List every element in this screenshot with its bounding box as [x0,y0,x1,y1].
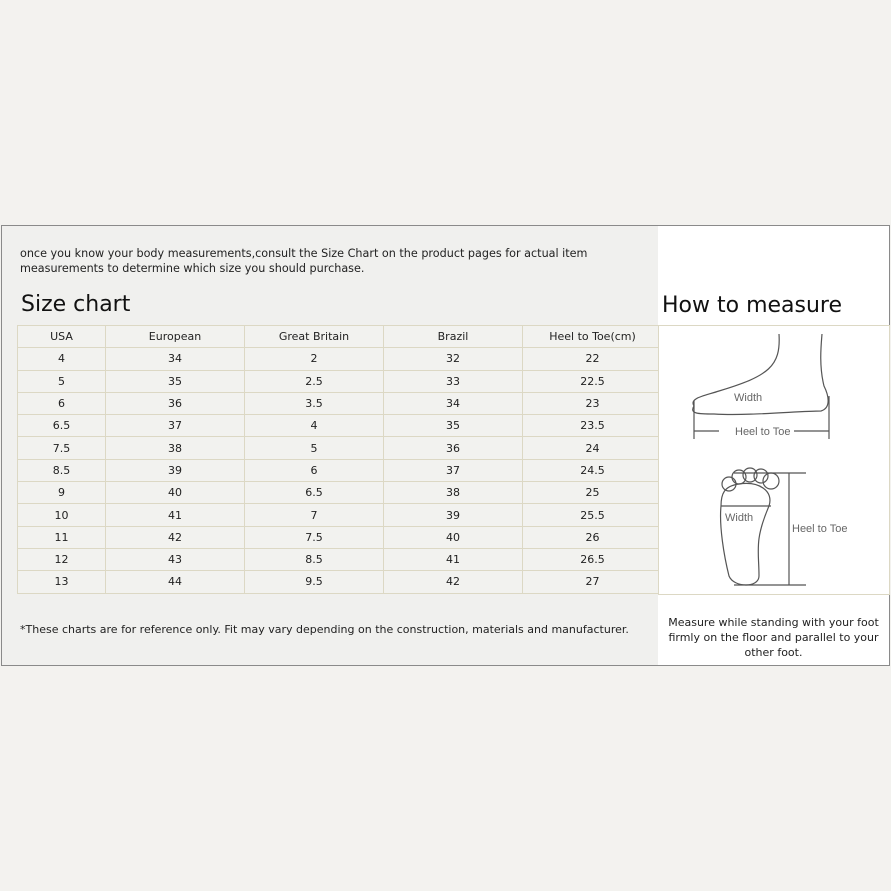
footnote: *These charts are for reference only. Fi… [20,623,629,636]
table-cell: 7.5 [244,525,384,549]
table-row: 4 34 2 32 22 [17,347,663,371]
table-cell: 23.5 [522,414,663,438]
table-row: 13 44 9.5 42 27 [17,570,663,594]
table-cell: 9 [17,481,106,505]
table-cell: 33 [383,369,523,393]
table-cell: 39 [383,503,523,527]
table-cell: 38 [383,481,523,505]
table-cell: 34 [105,347,245,371]
table-cell: 43 [105,547,245,572]
table-cell: 6 [17,391,106,416]
table-cell: 41 [105,503,245,527]
table-row: 6.5 37 4 35 23.5 [17,414,663,438]
table-cell: 42 [105,525,245,549]
table-cell: 3.5 [244,391,384,416]
table-cell: 10 [17,503,106,527]
table-row: 10 41 7 39 25.5 [17,503,663,527]
table-cell: 4 [17,347,106,371]
table-row: 6 36 3.5 34 23 [17,391,663,416]
size-chart-panel: once you know your body measurements,con… [1,225,890,666]
side-heel-to-toe-label: Heel to Toe [735,426,790,438]
column-header: European [105,324,245,349]
sole-width-label: Width [725,512,753,524]
table-cell: 2.5 [244,369,384,393]
side-width-label: Width [734,392,762,404]
column-header: Great Britain [244,324,384,349]
table-cell: 40 [383,525,523,549]
table-cell: 22 [522,347,663,371]
table-cell: 26.5 [522,547,663,572]
table-cell: 7 [244,503,384,527]
table-cell: 9.5 [244,570,384,594]
table-cell: 6.5 [17,414,106,438]
measure-title: How to measure [662,293,843,318]
table-row: 12 43 8.5 41 26.5 [17,547,663,572]
sole-icon [719,482,771,586]
table-cell: 24 [522,436,663,460]
table-cell: 42 [383,570,523,594]
table-cell: 23 [522,391,663,416]
size-table: USA European Great Britain Brazil Heel to To… [17,324,663,594]
table-cell: 32 [383,347,523,371]
how-to-measure-section: How to measure Width Heel to Toe Width H… [658,226,890,665]
table-row: 8.5 39 6 37 24.5 [17,458,663,483]
table-row: 5 35 2.5 33 22.5 [17,369,663,393]
intro-text: once you know your body measurements,con… [20,247,588,275]
table-row: 9 40 6.5 38 25 [17,481,663,505]
table-row: 11 42 7.5 40 26 [17,525,663,549]
table-cell: 8.5 [244,547,384,572]
column-header: Heel to Toe(cm) [522,324,663,349]
table-cell: 24.5 [522,458,663,483]
table-cell: 6 [244,458,384,483]
table-cell: 6.5 [244,481,384,505]
table-cell: 8.5 [17,458,106,483]
table-cell: 4 [244,414,384,438]
table-row: 7.5 38 5 36 24 [17,436,663,460]
table-cell: 26 [522,525,663,549]
table-cell: 22.5 [522,369,663,393]
table-cell: 11 [17,525,106,549]
table-cell: 27 [522,570,663,594]
table-cell: 44 [105,570,245,594]
table-cell: 13 [17,570,106,594]
table-cell: 35 [105,369,245,393]
measure-note: Measure while standing with your foot fi… [668,616,879,659]
table-cell: 25.5 [522,503,663,527]
table-cell: 35 [383,414,523,438]
column-header: USA [17,324,106,349]
table-cell: 34 [383,391,523,416]
table-cell: 40 [105,481,245,505]
table-cell: 36 [105,391,245,416]
table-cell: 25 [522,481,663,505]
side-foot-icon [692,333,829,416]
table-cell: 2 [244,347,384,371]
table-cell: 36 [383,436,523,460]
size-chart-title: Size chart [21,292,131,317]
table-cell: 5 [17,369,106,393]
table-cell: 37 [105,414,245,438]
table-cell: 39 [105,458,245,483]
sole-heel-to-toe-label: Heel to Toe [792,523,847,535]
table-cell: 37 [383,458,523,483]
foot-diagram: Width Heel to Toe Width Heel to Toe [658,325,890,595]
table-cell: 12 [17,547,106,572]
table-cell: 38 [105,436,245,460]
table-cell: 41 [383,547,523,572]
table-cell: 5 [244,436,384,460]
column-header: Brazil [383,324,523,349]
table-cell: 7.5 [17,436,106,460]
